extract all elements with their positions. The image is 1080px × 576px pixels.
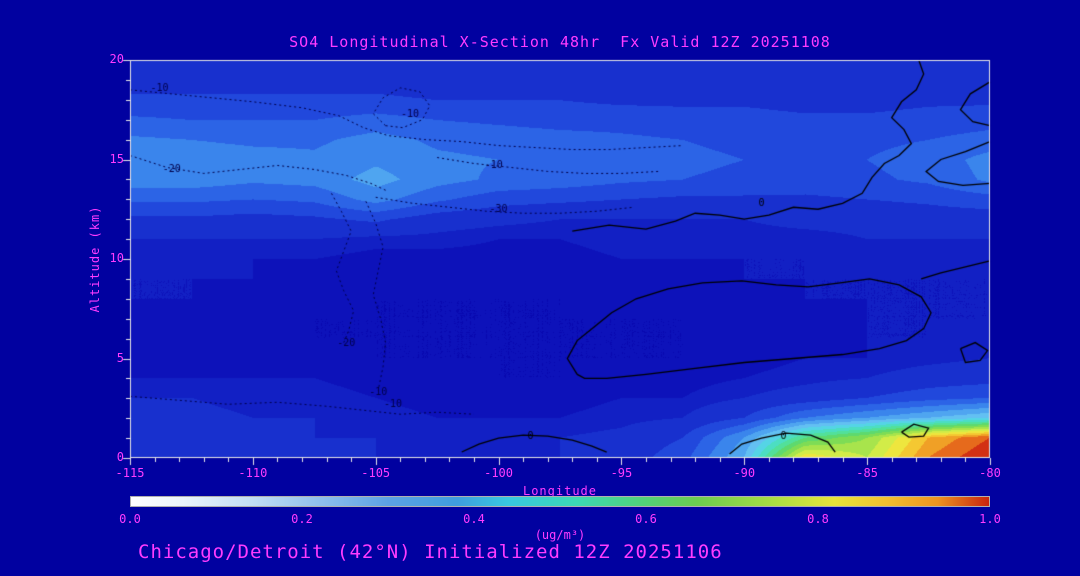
colorbar (130, 496, 990, 507)
y-tick-label: 5 (116, 350, 124, 365)
x-axis-label: Longitude (522, 484, 598, 498)
x-tick-label: -115 (115, 466, 145, 480)
x-tick-label: -85 (856, 466, 878, 480)
y-tick-label: 20 (109, 52, 124, 66)
chart-title: SO4 Longitudinal X-Section 48hr Fx Valid… (289, 33, 831, 51)
colorbar-tick-label: 0.6 (635, 512, 657, 526)
x-tick-label: -95 (610, 466, 633, 480)
colorbar-tick-label: 0.4 (463, 512, 485, 526)
y-tick-label: 0 (116, 450, 124, 464)
x-tick-label: -105 (361, 466, 391, 480)
figure-caption: Chicago/Detroit (42°N) Initialized 12Z 2… (138, 541, 723, 563)
colorbar-units-label: (ug/m³) (534, 528, 586, 542)
y-tick-label: 10 (109, 251, 124, 265)
colorbar-tick-label: 0.0 (119, 512, 141, 526)
x-tick-label: -110 (238, 466, 268, 480)
x-tick-label: -80 (979, 466, 1001, 480)
x-tick-label: -90 (733, 466, 756, 480)
colorbar-tick-label: 1.0 (979, 512, 1001, 526)
y-tick-label: 15 (109, 151, 124, 166)
x-tick-label: -100 (484, 466, 514, 480)
colorbar-tick-label: 0.2 (291, 512, 313, 526)
colorbar-tick-label: 0.8 (807, 512, 829, 526)
